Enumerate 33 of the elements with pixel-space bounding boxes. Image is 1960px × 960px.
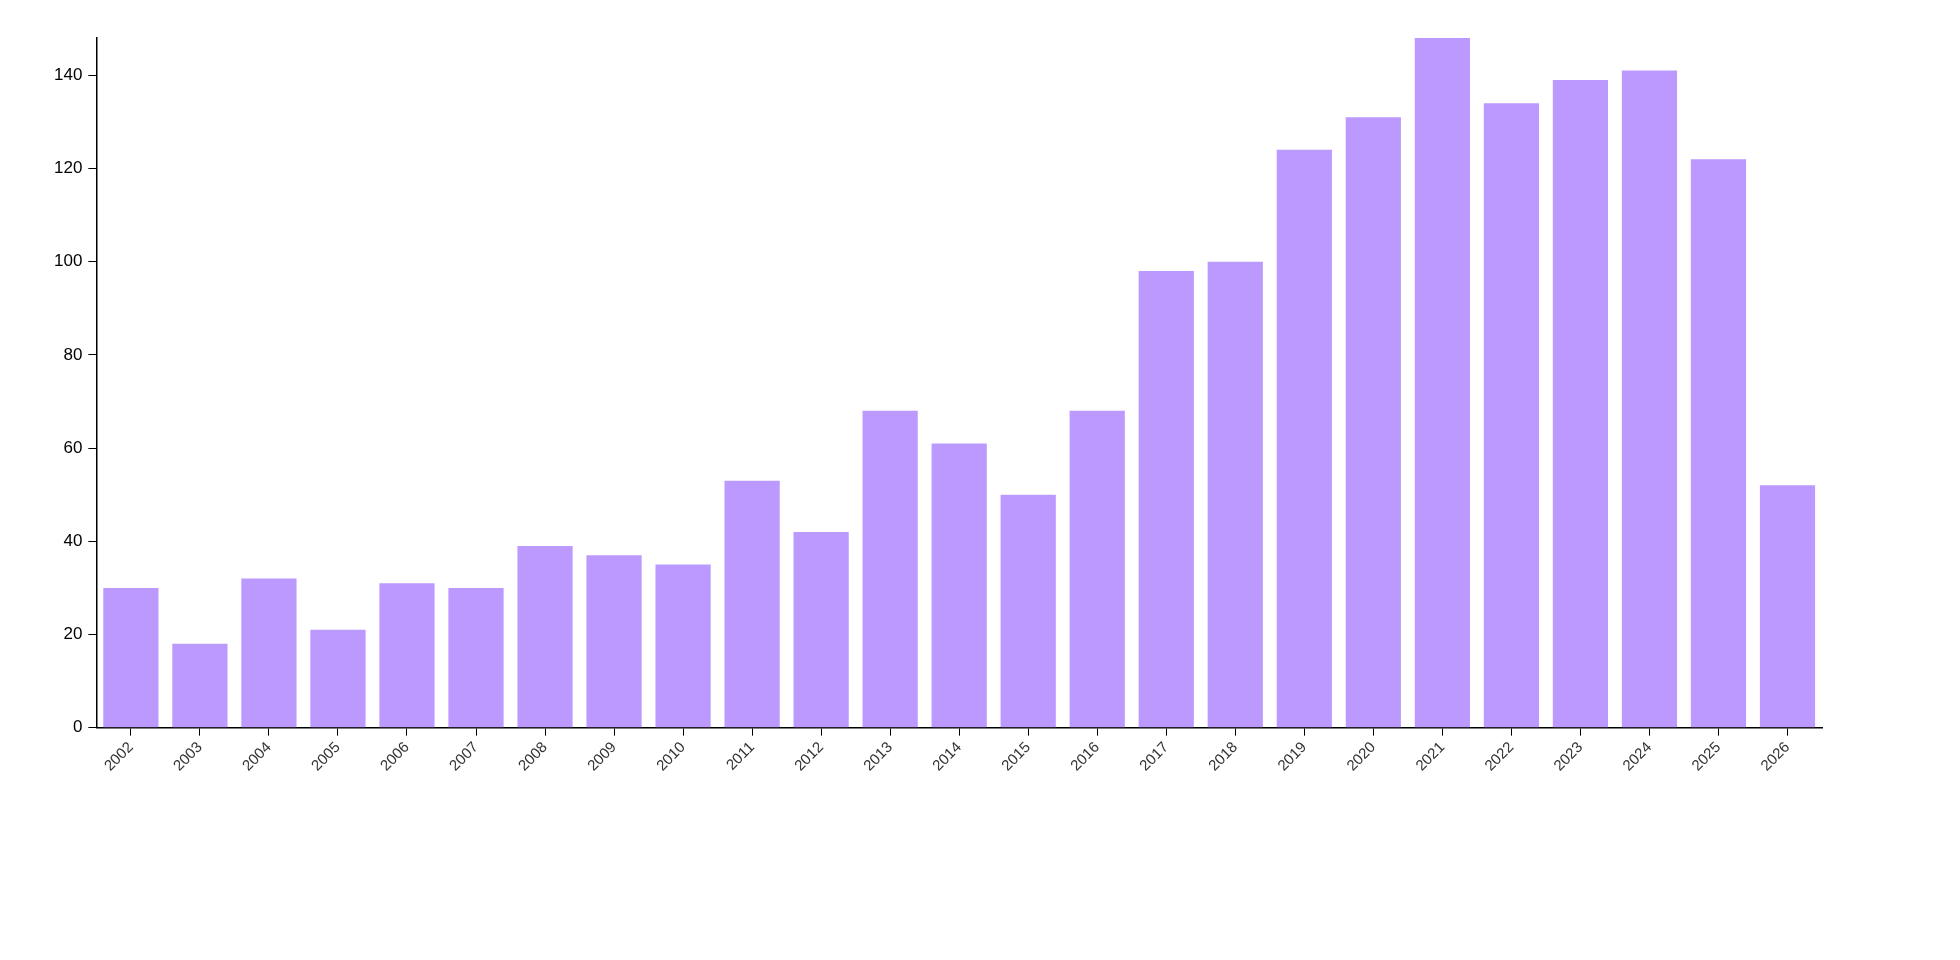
bar [1759,485,1816,728]
bar [379,583,435,728]
bar [1621,70,1678,728]
bar [586,555,642,728]
bar [1138,271,1194,728]
bar [724,480,780,728]
bar [448,587,504,728]
bar [1000,494,1056,728]
y-tick-label: 20 [63,624,83,644]
y-tick-label: 100 [53,251,83,271]
y-tick-label: 120 [53,158,83,178]
bar [1414,38,1470,728]
bar [1552,79,1609,728]
bar [793,531,849,728]
y-tick-label: 140 [53,64,83,84]
bar [1069,410,1125,728]
bar [862,410,918,728]
bar [1207,261,1263,728]
bar [1345,117,1401,728]
bar [1690,159,1747,728]
y-tick-label: 80 [63,344,83,364]
bar [1483,103,1539,728]
y-tick-label: 60 [63,437,83,457]
bar [310,629,366,728]
bar [241,578,297,728]
bar [1276,149,1332,728]
bar [655,564,711,728]
bar [103,587,159,728]
bar [931,443,987,728]
bar [517,545,573,728]
y-tick-label: 40 [63,530,83,550]
bar [172,643,228,728]
y-tick-label: 0 [72,717,83,737]
